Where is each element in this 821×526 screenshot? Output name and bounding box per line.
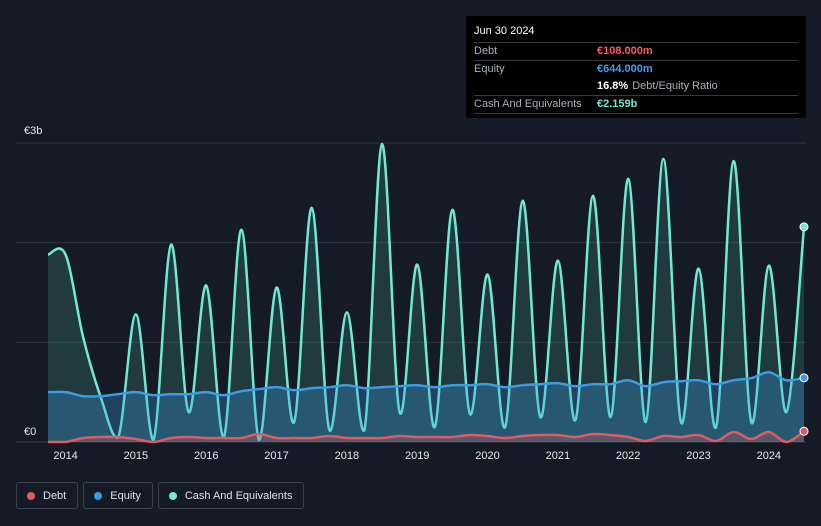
legend-item-debt[interactable]: Debt [16,482,79,509]
y-axis-bottom-label: €0 [24,426,37,438]
tooltip-cash-row: Cash And Equivalents €2.159b [474,95,798,114]
x-tick-2022: 2022 [615,450,641,462]
x-tick-2016: 2016 [193,450,219,462]
equity-dot-icon [94,491,103,500]
cash-area [48,143,804,442]
tooltip-debt-value: €108.000m [597,45,653,57]
debt-endpoint [799,426,809,436]
legend: Debt Equity Cash And Equivalents [16,482,305,509]
x-tick-2015: 2015 [123,450,149,462]
legend-label-debt: Debt [43,489,67,502]
legend-label-cash: Cash And Equivalents [184,489,293,502]
equity-endpoint [799,373,809,383]
legend-item-equity[interactable]: Equity [83,482,153,509]
legend-item-cash[interactable]: Cash And Equivalents [157,482,305,509]
cash-endpoint [799,222,809,232]
tooltip-cash-label: Cash And Equivalents [474,98,582,110]
tooltip-equity-value: €644.000m [597,63,653,75]
x-tick-2021: 2021 [545,450,571,462]
tooltip-ratio-row: 16.8% Debt/Equity Ratio [474,78,798,95]
x-tick-2024: 2024 [756,450,782,462]
tooltip-panel: Jun 30 2024 Debt €108.000m Equity €644.0… [466,16,806,118]
y-axis-top-label: €3b [24,125,43,137]
tooltip-ratio-label: Debt/Equity Ratio [632,80,718,92]
tooltip-date: Jun 30 2024 [474,25,535,37]
equity-line [47,370,805,398]
tooltip-cash-value: €2.159b [597,98,638,110]
equity-area [48,372,804,442]
x-tick-2014: 2014 [53,450,78,462]
debt-dot-icon [27,491,35,500]
x-tick-2017: 2017 [264,450,289,462]
legend-label-equity: Equity [110,489,141,502]
tooltip-ratio-value: 16.8% [597,80,629,92]
tooltip-debt-label: Debt [474,45,498,57]
cash-dot-icon [168,491,177,500]
debt-line [48,430,805,444]
x-tick-2020: 2020 [475,450,500,462]
x-tick-2023: 2023 [686,450,711,462]
tooltip-debt-row: Debt €108.000m [474,42,798,60]
tooltip-equity-label: Equity [474,63,505,75]
x-tick-2019: 2019 [404,450,430,462]
x-tick-2018: 2018 [334,450,360,462]
tooltip-equity-row: Equity €644.000m [474,60,798,78]
cash-line [47,142,806,442]
